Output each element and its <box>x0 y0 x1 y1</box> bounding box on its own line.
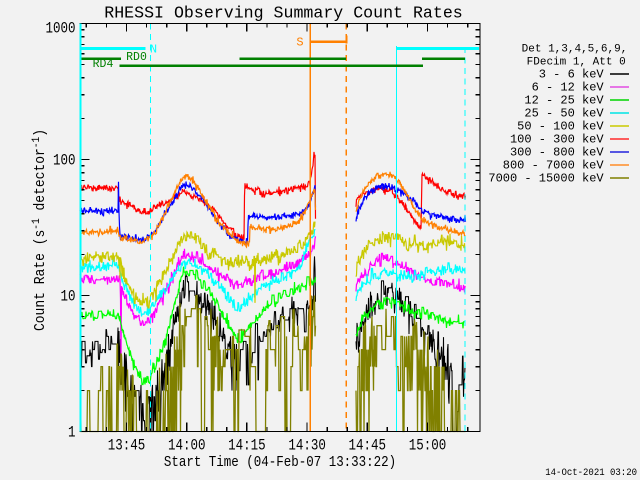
svg-text:50 - 100 keV: 50 - 100 keV <box>517 120 604 134</box>
svg-text:14:45: 14:45 <box>349 437 386 454</box>
svg-text:RD0: RD0 <box>126 51 147 64</box>
svg-text:15:00: 15:00 <box>409 437 446 454</box>
svg-text:Det 1,3,4,5,6,9,: Det 1,3,4,5,6,9, <box>522 44 628 56</box>
svg-text:14:30: 14:30 <box>288 437 325 454</box>
svg-text:Start Time (04-Feb-07 13:33:22: Start Time (04-Feb-07 13:33:22) <box>164 455 396 471</box>
svg-text:6 - 12 keV: 6 - 12 keV <box>532 81 605 95</box>
svg-text:12 - 25 keV: 12 - 25 keV <box>524 94 604 108</box>
svg-text:25 - 50 keV: 25 - 50 keV <box>524 107 604 121</box>
svg-text:7000 - 15000 keV: 7000 - 15000 keV <box>488 172 604 186</box>
svg-text:FDecim 1, Att 0: FDecim 1, Att 0 <box>527 57 626 69</box>
svg-text:RD4: RD4 <box>93 58 114 71</box>
svg-text:800 - 7000 keV: 800 - 7000 keV <box>503 159 605 173</box>
svg-text:14-Oct-2021 03:20: 14-Oct-2021 03:20 <box>545 467 637 479</box>
svg-text:N: N <box>150 43 157 57</box>
svg-text:13:45: 13:45 <box>108 437 145 454</box>
svg-text:1000: 1000 <box>45 20 75 37</box>
svg-text:100: 100 <box>53 152 75 169</box>
svg-text:10: 10 <box>60 288 75 305</box>
svg-text:100 - 300 keV: 100 - 300 keV <box>510 133 604 147</box>
svg-text:RHESSI Observing Summary Count: RHESSI Observing Summary Count Rates <box>104 3 462 22</box>
svg-text:300 - 800 keV: 300 - 800 keV <box>510 146 604 160</box>
svg-text:14:15: 14:15 <box>228 437 265 454</box>
svg-text:1: 1 <box>68 424 76 441</box>
svg-text:3 - 6 keV: 3 - 6 keV <box>539 68 605 82</box>
svg-text:14:00: 14:00 <box>168 437 205 454</box>
svg-text:S: S <box>296 35 303 49</box>
svg-text:Count Rate (s-1 detector-1): Count Rate (s-1 detector-1) <box>30 129 49 331</box>
